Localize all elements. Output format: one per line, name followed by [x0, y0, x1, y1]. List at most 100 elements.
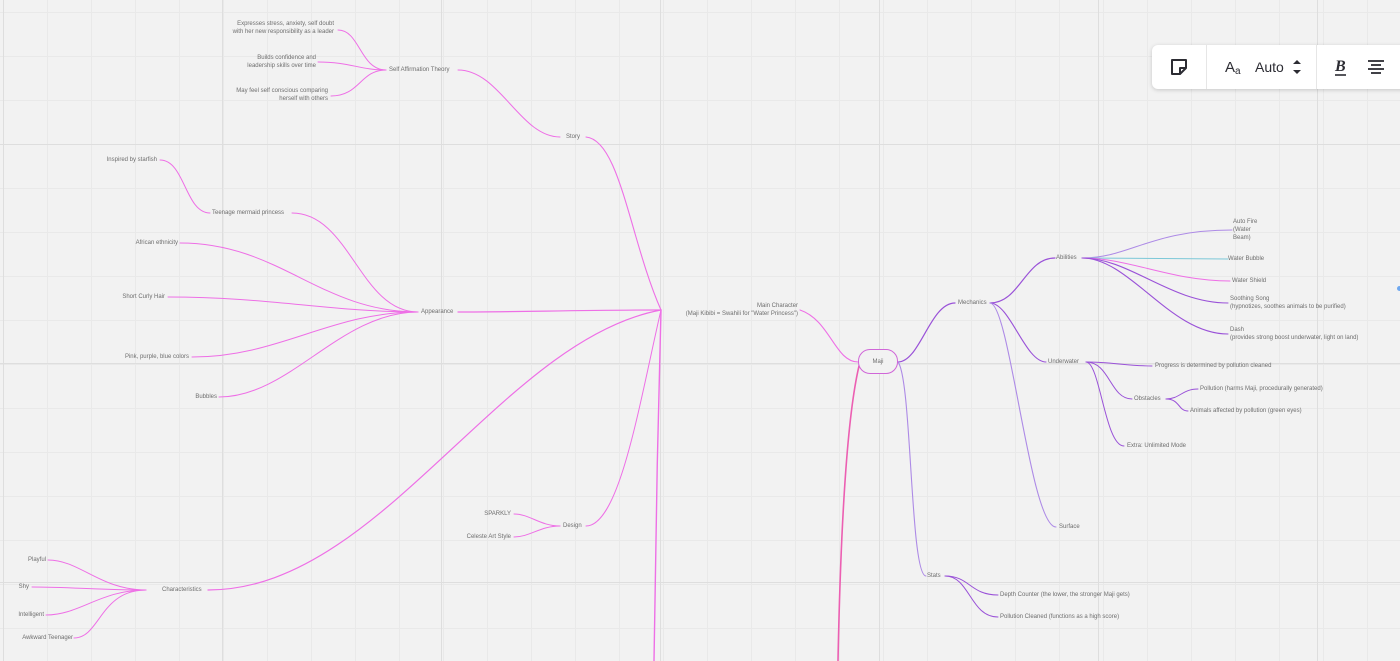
- node-sa-item-1[interactable]: Expresses stress, anxiety, self doubt wi…: [233, 20, 334, 36]
- connector-underwater-obstacles: [1085, 361, 1133, 400]
- node-text: Short Curly Hair: [122, 294, 165, 300]
- node-text: Pink, purple, blue colors: [124, 354, 189, 360]
- connector-root-trunk: [837, 361, 861, 661]
- node-pollution[interactable]: Pollution (harms Maji, procedurally gene…: [1200, 385, 1323, 393]
- node-text: Pollution Cleaned (functions as a high s…: [1000, 614, 1120, 620]
- bold-button[interactable]: B: [1333, 57, 1349, 77]
- node-text: Main Character (Maji Kibibi = Swahili fo…: [685, 303, 798, 317]
- node-main-character[interactable]: Main Character (Maji Kibibi = Swahili fo…: [686, 302, 798, 318]
- node-depth-counter[interactable]: Depth Counter (the lower, the stronger M…: [1000, 591, 1130, 599]
- node-text: Characteristics: [162, 587, 202, 593]
- align-button[interactable]: [1367, 59, 1385, 75]
- node-abilities[interactable]: Abilities: [1056, 254, 1077, 262]
- node-text: Soothing Song (hypnotizes, soothes anima…: [1230, 296, 1346, 310]
- node-text: Bubbles: [195, 394, 217, 400]
- node-sa-item-3[interactable]: May feel self conscious comparing hersel…: [236, 87, 328, 103]
- node-text: Design: [563, 523, 582, 529]
- node-inspired-starfish[interactable]: Inspired by starfish: [107, 156, 157, 164]
- svg-text:a: a: [1235, 66, 1241, 76]
- node-shy[interactable]: Shy: [19, 583, 29, 591]
- node-celeste[interactable]: Celeste Art Style: [467, 533, 511, 541]
- connector-abilities-autofire: [1081, 229, 1233, 259]
- node-extra[interactable]: Extra: Unlimited Mode: [1127, 442, 1186, 450]
- node-appearance[interactable]: Appearance: [421, 308, 453, 316]
- connector-root-mechanics: [897, 302, 956, 363]
- svg-text:B: B: [1334, 58, 1346, 75]
- node-text: Animals affected by pollution (green eye…: [1190, 408, 1302, 414]
- node-bubbles[interactable]: Bubbles: [195, 393, 217, 401]
- connector-mechanics-abilities: [989, 257, 1056, 304]
- node-auto-fire[interactable]: Auto Fire (Water Beam): [1233, 218, 1257, 242]
- node-awkward[interactable]: Awkward Teenager: [22, 634, 73, 642]
- node-stats[interactable]: Stats: [927, 572, 941, 580]
- connector-main-characteristics: [207, 309, 662, 591]
- bold-icon: B: [1334, 58, 1346, 76]
- connector-char-awkward: [73, 589, 147, 639]
- offscreen-node-handle[interactable]: [1397, 286, 1400, 291]
- node-teenage-mermaid[interactable]: Teenage mermaid princess: [212, 209, 284, 217]
- node-intelligent[interactable]: Intelligent: [18, 611, 44, 619]
- connector-main-appearance: [457, 309, 662, 313]
- svg-text:A: A: [1225, 59, 1235, 76]
- node-dash[interactable]: Dash (provides strong boost underwater, …: [1230, 326, 1358, 342]
- node-water-shield[interactable]: Water Shield: [1232, 277, 1266, 285]
- mindmap-connectors: [31, 29, 1233, 661]
- font-size-button[interactable]: A a: [1225, 58, 1245, 76]
- connector-main-vertical: [653, 309, 662, 661]
- node-text: Celeste Art Style: [466, 534, 511, 540]
- stepper-arrows-icon: [1292, 60, 1301, 74]
- connector-abilities-bubble: [1081, 257, 1229, 260]
- toolbar-divider: [1315, 45, 1317, 89]
- connector-design-celeste: [513, 525, 561, 538]
- node-story[interactable]: Story: [566, 133, 580, 141]
- font-size-value[interactable]: Auto: [1255, 59, 1284, 75]
- node-text: Surface: [1059, 524, 1080, 530]
- node-characteristics[interactable]: Characteristics: [162, 586, 202, 594]
- connector-selfaffirm-2: [317, 61, 387, 71]
- node-text: Mechanics: [958, 300, 987, 306]
- connector-selfaffirm-1: [337, 29, 387, 71]
- connector-mechanics-underwater: [989, 302, 1047, 363]
- node-playful[interactable]: Playful: [28, 556, 46, 564]
- connector-abilities-dash: [1081, 257, 1229, 335]
- node-obstacles[interactable]: Obstacles: [1134, 395, 1161, 403]
- node-soothing-song[interactable]: Soothing Song (hypnotizes, soothes anima…: [1230, 295, 1346, 311]
- node-african-ethnicity[interactable]: African ethnicity: [136, 239, 178, 247]
- node-text: Intelligent: [18, 612, 44, 618]
- node-text: Obstacles: [1134, 396, 1161, 402]
- node-sparkly[interactable]: SPARKLY: [484, 510, 511, 518]
- connector-obstacles-pollution: [1165, 388, 1199, 400]
- node-underwater[interactable]: Underwater: [1048, 358, 1079, 366]
- node-self-affirmation[interactable]: Self Affirmation Theory: [389, 66, 449, 74]
- node-sa-item-2[interactable]: Builds confidence and leadership skills …: [247, 54, 316, 70]
- node-text: Dash (provides strong boost underwater, …: [1230, 327, 1359, 341]
- root-node-maji[interactable]: Maji: [858, 349, 898, 374]
- connector-appearance-bubbles: [218, 311, 419, 398]
- node-text: Stats: [927, 573, 941, 579]
- node-water-bubble[interactable]: Water Bubble: [1228, 255, 1264, 263]
- node-progress[interactable]: Progress is determined by pollution clea…: [1155, 362, 1271, 370]
- connector-abilities-shield: [1081, 257, 1231, 282]
- node-text: SPARKLY: [484, 511, 511, 517]
- node-text: Progress is determined by pollution clea…: [1155, 363, 1272, 369]
- node-surface[interactable]: Surface: [1059, 523, 1080, 531]
- node-short-curly-hair[interactable]: Short Curly Hair: [122, 293, 165, 301]
- font-size-stepper[interactable]: [1292, 57, 1302, 77]
- connector-underwater-progress: [1085, 361, 1153, 367]
- node-design[interactable]: Design: [563, 522, 582, 530]
- node-text: Abilities: [1056, 255, 1077, 261]
- connector-char-intelligent: [45, 589, 147, 616]
- node-text: African ethnicity: [135, 240, 178, 246]
- node-mechanics[interactable]: Mechanics: [958, 299, 987, 307]
- node-text: Water Bubble: [1228, 256, 1265, 262]
- node-pollution-cleaned[interactable]: Pollution Cleaned (functions as a high s…: [1000, 613, 1119, 621]
- connector-underwater-extra: [1085, 361, 1125, 447]
- node-text: Builds confidence and leadership skills …: [247, 55, 316, 69]
- node-animals[interactable]: Animals affected by pollution (green eye…: [1190, 407, 1302, 415]
- sticky-note-button[interactable]: [1169, 57, 1189, 77]
- node-text: Expresses stress, anxiety, self doubt wi…: [232, 21, 334, 35]
- node-colors[interactable]: Pink, purple, blue colors: [125, 353, 189, 361]
- connector-stats-depth: [944, 575, 999, 596]
- node-text: Inspired by starfish: [106, 157, 157, 163]
